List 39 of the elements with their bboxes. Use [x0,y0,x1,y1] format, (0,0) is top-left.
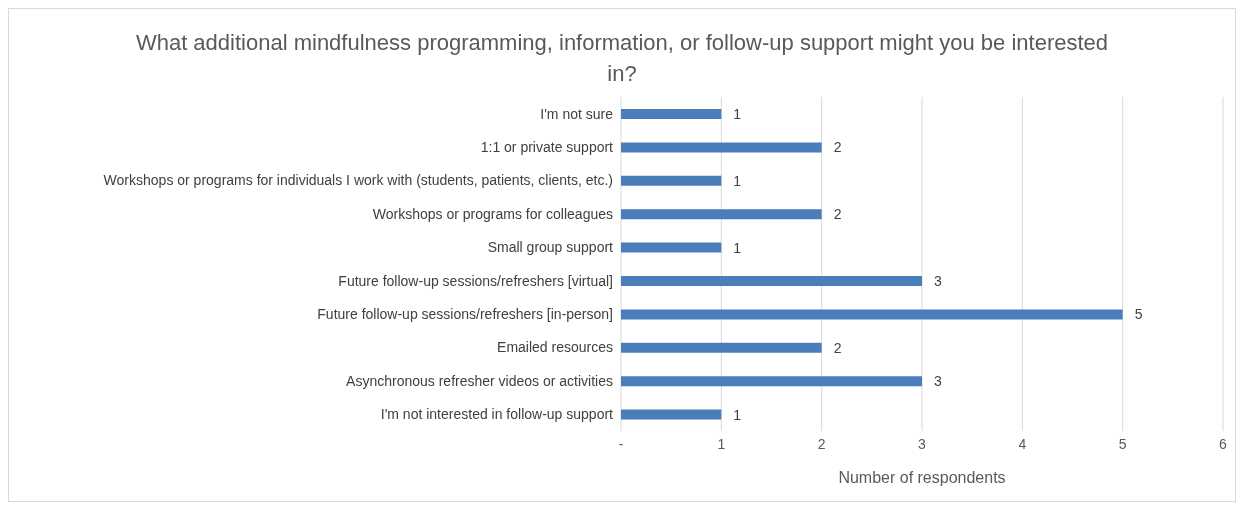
data-label: 5 [1134,306,1143,323]
x-tick-label: 6 [1219,435,1228,452]
data-label: 3 [934,373,942,390]
bar [621,342,822,353]
data-label: 1 [733,406,742,423]
y-tick-label: Future follow-up sessions/refreshers [in-person] [317,306,613,323]
bar [621,276,922,286]
bar [621,142,822,153]
bar [621,409,722,420]
data-label: 1 [733,105,742,122]
bar [621,209,822,220]
y-tick-label: Emailed resources [497,339,613,356]
data-label: 1 [733,172,742,189]
data-label: 3 [934,272,942,289]
bar [621,242,722,253]
bar [621,309,1123,320]
data-label: 2 [833,339,842,356]
y-tick-label: 1:1 or private support [480,139,614,156]
x-tick-label: 4 [1018,435,1027,452]
y-tick-label: Asynchronous refresher videos or activities [346,372,613,389]
x-tick-label: 1 [717,435,726,452]
y-tick-label: Workshops or programs for individuals I work with (students, patients, clients, etc.) [103,172,613,189]
bar [621,376,922,387]
bar [621,109,722,119]
data-label: 2 [833,139,842,156]
y-tick-label: I'm not interested in follow-up support [380,406,614,423]
x-tick-label: 5 [1118,435,1127,452]
x-tick-label: 3 [918,435,927,452]
chart-title: What additional mindfulness programming, information, or follow-up support might you be interested in? [134,29,1110,88]
y-tick-label: Small group support [487,239,614,256]
data-label: 2 [833,206,842,223]
x-tick-label: 2 [817,435,826,452]
y-tick-label: Workshops or programs for colleagues [372,205,613,222]
y-tick-label: I'm not sure [540,105,614,122]
bar [621,175,722,186]
x-axis-title: Number of respondents [838,469,1006,486]
x-tick-label: - [618,435,624,452]
y-tick-label: Future follow-up sessions/refreshers [virtual] [338,272,613,289]
data-label: 1 [733,239,742,256]
